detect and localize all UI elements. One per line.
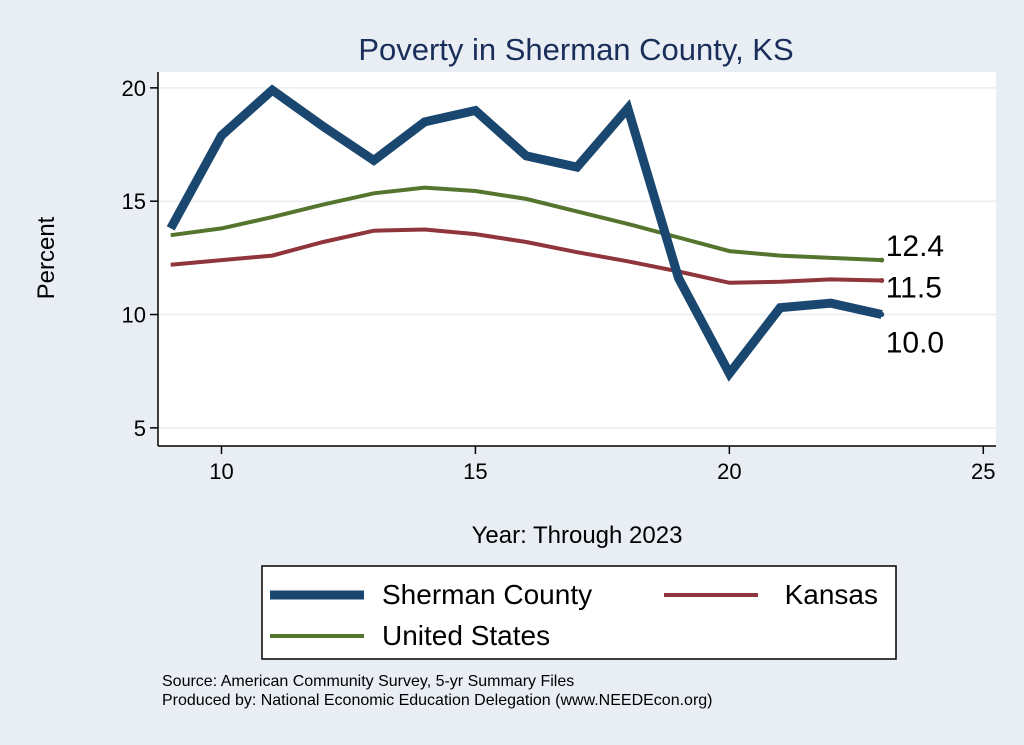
source-line: Source: American Community Survey, 5-yr … (162, 673, 575, 690)
end-label-united-states: 12.4 (886, 230, 944, 263)
legend: Sherman County Kansas United States (261, 565, 897, 660)
axes: 5 10 15 20 10 15 20 25 (122, 72, 996, 484)
x-tick-label-15: 15 (463, 459, 487, 484)
series-line-sherman-county (166, 84, 883, 382)
x-axis-label: Year: Through 2023 (472, 522, 683, 549)
x-tick-label-20: 20 (717, 459, 741, 484)
x-tick-label-25: 25 (971, 459, 995, 484)
legend-label-sherman-county: Sherman County (382, 579, 592, 610)
legend-items: Sherman County Kansas United States (270, 579, 878, 651)
series-lines (166, 84, 883, 382)
legend-box (261, 565, 897, 660)
produced-by-line: Produced by: National Economic Education… (162, 692, 713, 709)
end-marker-kansas (879, 278, 885, 284)
series-line-kansas (170, 227, 882, 285)
end-marker-united-states (879, 257, 885, 263)
end-label-sherman-county: 10.0 (886, 327, 944, 360)
end-label-kansas: 11.5 (886, 272, 942, 305)
end-marker-sherman-county (879, 312, 885, 318)
series-line-united-states (170, 185, 882, 263)
end-labels: 10.0 11.5 12.4 (879, 230, 944, 360)
legend-label-kansas: Kansas (785, 579, 878, 610)
y-tick-label-20: 20 (122, 76, 146, 101)
source-notes: Source: American Community Survey, 5-yr … (162, 672, 713, 710)
legend-label-united-states: United States (382, 620, 550, 651)
x-tick-label-10: 10 (209, 459, 233, 484)
y-tick-label-5: 5 (134, 416, 146, 441)
grid-lines (158, 87, 996, 429)
y-tick-label-15: 15 (122, 189, 146, 214)
chart-title: Poverty in Sherman County, KS (358, 32, 793, 67)
y-axis-label: Percent (33, 216, 60, 299)
y-tick-label-10: 10 (122, 303, 146, 328)
